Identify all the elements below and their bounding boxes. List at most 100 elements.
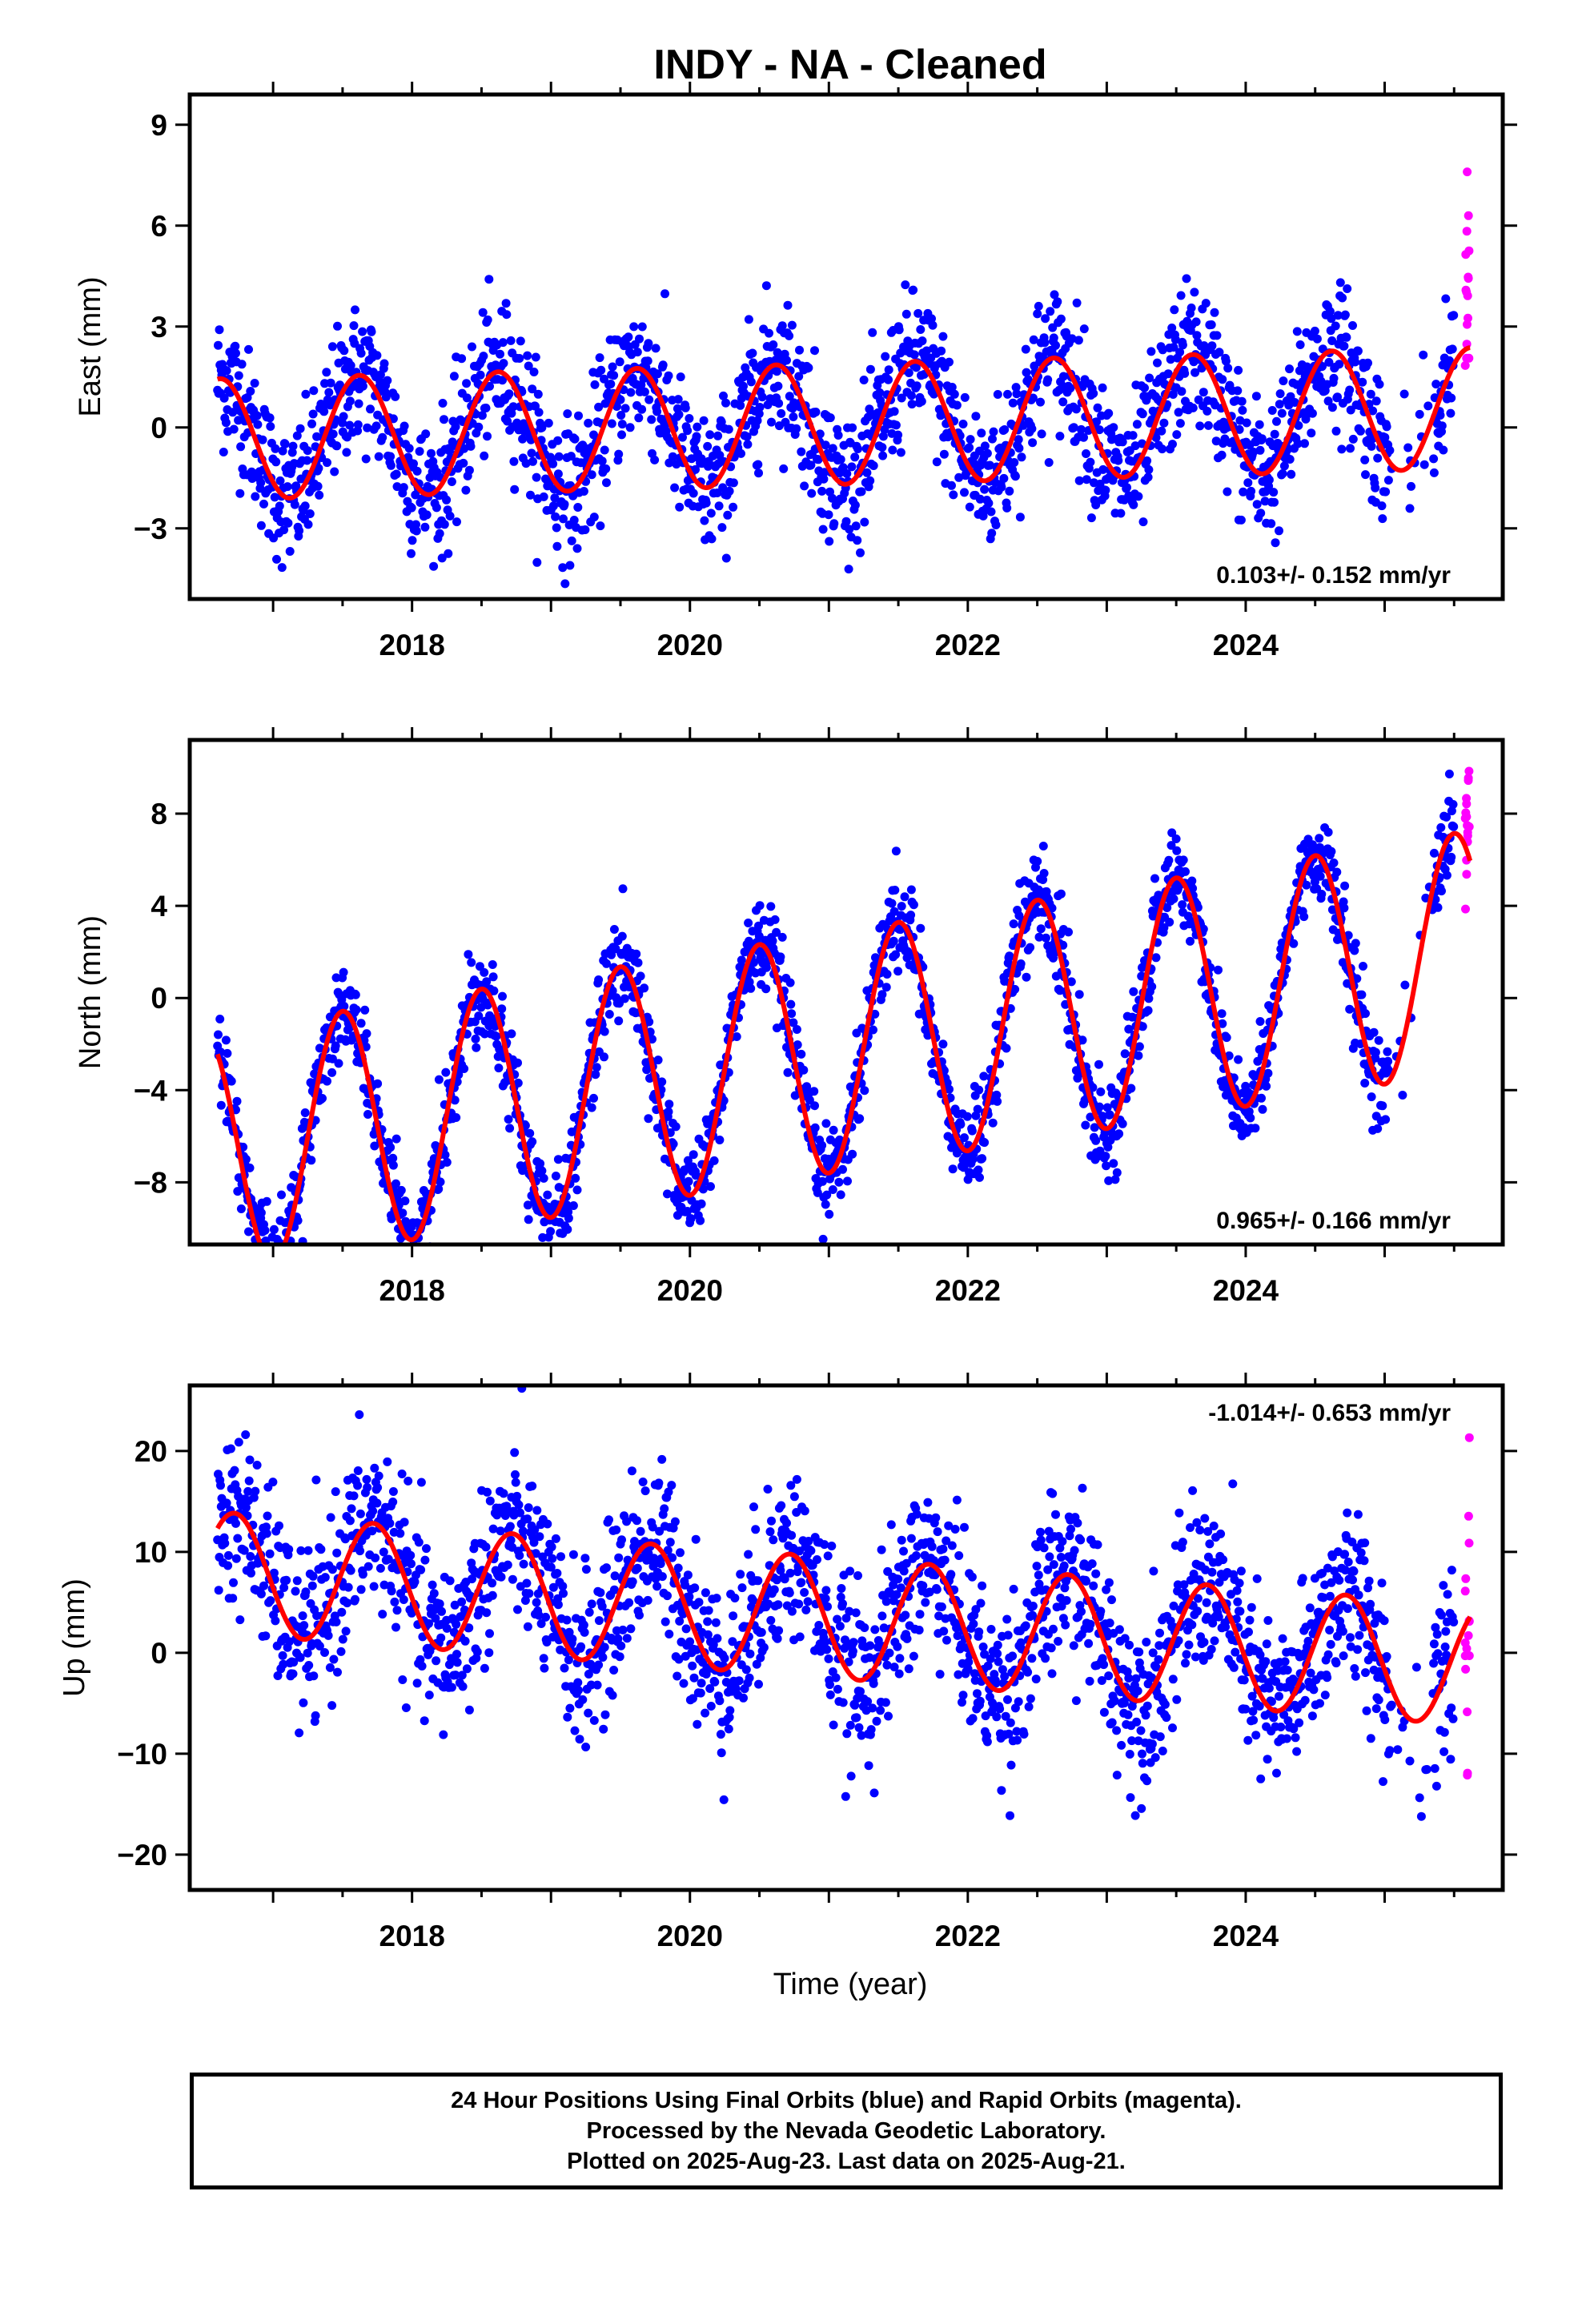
final-orbit-point bbox=[671, 1122, 681, 1132]
final-orbit-point bbox=[1218, 375, 1227, 384]
final-orbit-point bbox=[1346, 444, 1355, 453]
final-orbit-point bbox=[1081, 1120, 1090, 1130]
final-orbit-point bbox=[665, 1538, 675, 1547]
final-orbit-point bbox=[488, 1524, 498, 1534]
final-orbit-point bbox=[481, 1542, 491, 1552]
final-orbit-point bbox=[810, 346, 819, 356]
final-orbit-point bbox=[1429, 454, 1439, 464]
final-orbit-point bbox=[754, 409, 764, 419]
final-orbit-point bbox=[372, 351, 382, 360]
final-orbit-point bbox=[1170, 335, 1180, 344]
final-orbit-point bbox=[629, 322, 639, 332]
final-orbit-point bbox=[523, 1514, 532, 1524]
final-orbit-point bbox=[714, 501, 724, 511]
final-orbit-point bbox=[945, 1084, 954, 1094]
final-orbit-point bbox=[701, 1588, 710, 1598]
final-orbit-point bbox=[683, 1207, 693, 1216]
final-orbit-point bbox=[447, 1683, 456, 1692]
final-orbit-point bbox=[917, 336, 927, 346]
final-orbit-point bbox=[581, 1743, 591, 1751]
final-orbit-point bbox=[548, 501, 558, 511]
final-orbit-point bbox=[615, 357, 624, 367]
final-orbit-point bbox=[1335, 360, 1344, 369]
final-orbit-point bbox=[664, 1487, 673, 1497]
final-orbit-point bbox=[746, 377, 756, 387]
final-orbit-point bbox=[1128, 431, 1138, 440]
final-orbit-point bbox=[576, 1642, 586, 1651]
final-orbit-point bbox=[587, 1599, 596, 1609]
final-orbit-point bbox=[565, 561, 575, 570]
final-orbit-point bbox=[684, 1176, 693, 1186]
final-orbit-point bbox=[1167, 324, 1177, 332]
final-orbit-point bbox=[1374, 1035, 1383, 1045]
final-orbit-point bbox=[706, 1702, 716, 1711]
final-orbit-point bbox=[844, 565, 853, 574]
final-orbit-point bbox=[292, 431, 302, 440]
final-orbit-point bbox=[442, 1623, 452, 1633]
final-orbit-point bbox=[283, 482, 292, 492]
final-orbit-point bbox=[589, 1093, 598, 1103]
y-tick-label: 4 bbox=[151, 890, 167, 923]
final-orbit-point bbox=[745, 1673, 754, 1683]
final-orbit-point bbox=[528, 456, 537, 466]
final-orbit-point bbox=[795, 345, 804, 355]
final-orbit-point bbox=[1144, 465, 1154, 474]
final-orbit-point bbox=[1056, 314, 1066, 324]
final-orbit-point bbox=[1267, 519, 1276, 529]
final-orbit-point bbox=[813, 1188, 822, 1197]
final-orbit-point bbox=[862, 468, 872, 477]
final-orbit-point bbox=[1279, 461, 1289, 471]
final-orbit-point bbox=[374, 1471, 383, 1481]
final-orbit-point bbox=[450, 1096, 460, 1105]
final-orbit-point bbox=[891, 420, 901, 430]
final-orbit-point bbox=[353, 1481, 363, 1490]
final-orbit-point bbox=[529, 1538, 539, 1547]
final-orbit-point bbox=[580, 1554, 590, 1563]
x-tick-label: 2018 bbox=[379, 629, 445, 661]
final-orbit-point bbox=[442, 1157, 452, 1167]
final-orbit-point bbox=[625, 423, 635, 432]
final-orbit-point bbox=[712, 1594, 721, 1603]
final-orbit-point bbox=[420, 1716, 429, 1726]
final-orbit-point bbox=[530, 1525, 540, 1534]
final-orbit-point bbox=[1126, 1084, 1136, 1093]
final-orbit-point bbox=[825, 1209, 834, 1219]
final-orbit-point bbox=[1383, 1065, 1393, 1075]
final-orbit-point bbox=[562, 1200, 572, 1210]
final-orbit-point bbox=[888, 445, 897, 455]
final-orbit-point bbox=[1307, 408, 1317, 418]
final-orbit-point bbox=[1285, 455, 1295, 464]
final-orbit-point bbox=[290, 500, 299, 509]
data-points bbox=[213, 167, 1474, 589]
final-orbit-point bbox=[1257, 1093, 1266, 1103]
final-orbit-point bbox=[1448, 800, 1458, 809]
final-orbit-point bbox=[1040, 338, 1050, 348]
final-orbit-point bbox=[271, 457, 281, 467]
final-orbit-point bbox=[595, 353, 604, 363]
final-orbit-point bbox=[1264, 481, 1274, 491]
final-orbit-point bbox=[1138, 1022, 1147, 1031]
final-orbit-point bbox=[676, 372, 685, 382]
final-orbit-point bbox=[371, 1553, 380, 1562]
x-tick-label: 2024 bbox=[1213, 1274, 1279, 1307]
final-orbit-point bbox=[783, 1068, 793, 1077]
final-orbit-point bbox=[979, 1072, 989, 1081]
final-orbit-point bbox=[322, 368, 331, 377]
final-orbit-point bbox=[480, 1029, 489, 1039]
final-orbit-point bbox=[884, 365, 893, 375]
final-orbit-point bbox=[388, 1498, 398, 1506]
final-orbit-point bbox=[296, 1546, 306, 1555]
final-orbit-point bbox=[877, 990, 887, 999]
final-orbit-point bbox=[358, 381, 367, 391]
final-orbit-point bbox=[1371, 1047, 1380, 1057]
final-orbit-point bbox=[1009, 919, 1018, 929]
final-orbit-point bbox=[947, 383, 957, 392]
final-orbit-point bbox=[900, 892, 909, 902]
final-orbit-point bbox=[1098, 464, 1108, 474]
final-orbit-point bbox=[664, 1107, 673, 1116]
final-orbit-point bbox=[1214, 965, 1223, 975]
final-orbit-point bbox=[855, 1114, 865, 1124]
final-orbit-point bbox=[234, 371, 243, 380]
final-orbit-point bbox=[336, 1647, 346, 1656]
final-orbit-point bbox=[602, 1563, 611, 1573]
